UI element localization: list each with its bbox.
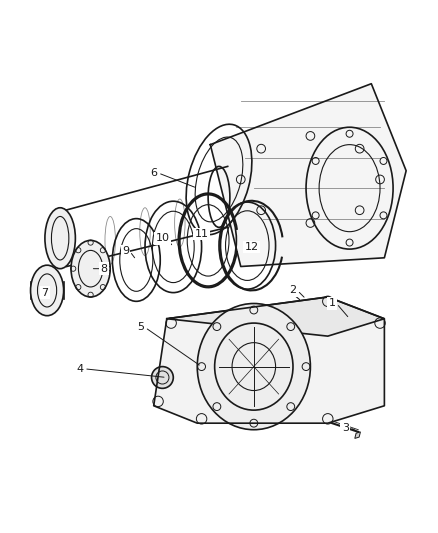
Ellipse shape <box>71 240 110 297</box>
Text: 7: 7 <box>41 288 49 297</box>
Polygon shape <box>154 297 385 423</box>
Text: 6: 6 <box>150 168 157 178</box>
Ellipse shape <box>197 303 311 430</box>
Ellipse shape <box>31 265 64 316</box>
Text: 2: 2 <box>290 286 297 295</box>
Text: 1: 1 <box>328 298 336 309</box>
Text: 9: 9 <box>122 246 129 256</box>
Text: 11: 11 <box>194 229 208 239</box>
Text: 3: 3 <box>342 423 349 433</box>
Text: 8: 8 <box>100 264 107 273</box>
Polygon shape <box>210 84 406 266</box>
Text: 12: 12 <box>244 242 259 252</box>
Text: 5: 5 <box>137 322 144 333</box>
Polygon shape <box>167 297 385 336</box>
Text: 4: 4 <box>76 364 83 374</box>
Text: 10: 10 <box>155 233 170 243</box>
Ellipse shape <box>45 208 75 269</box>
Ellipse shape <box>152 367 173 389</box>
Polygon shape <box>355 432 360 439</box>
